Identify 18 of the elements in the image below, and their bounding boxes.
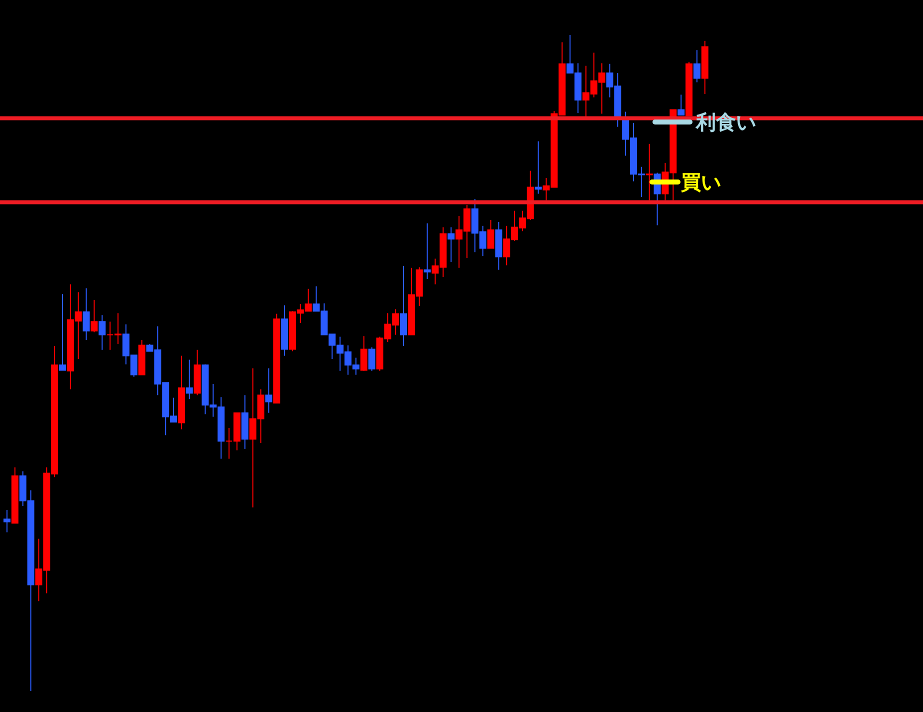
candlestick (360, 336, 368, 372)
candlestick (368, 346, 376, 372)
candlestick (487, 219, 494, 249)
annotation: 買い (680, 170, 721, 194)
candlestick (693, 50, 700, 83)
candlestick (186, 359, 193, 400)
candlestick (265, 368, 272, 414)
candlestick (82, 288, 90, 341)
candlestick (424, 222, 431, 280)
candlestick (678, 94, 685, 116)
candlestick (98, 314, 106, 350)
candlestick (534, 140, 542, 194)
candlestick (646, 143, 653, 201)
candlestick (400, 265, 408, 346)
candlestick (3, 509, 10, 533)
candlestick (58, 294, 66, 371)
candlestick (448, 226, 455, 262)
candlestick (90, 300, 98, 333)
